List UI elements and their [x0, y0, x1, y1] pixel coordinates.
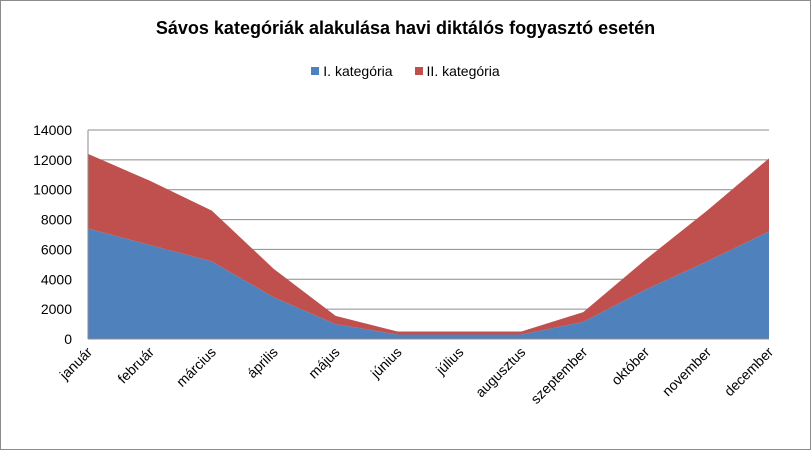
legend-item-series-2: II. kategória	[414, 63, 500, 79]
y-tick-label: 12000	[33, 152, 72, 168]
legend-swatch-series-1	[311, 67, 320, 75]
y-tick-label: 14000	[33, 122, 72, 138]
x-tick-label: augusztus	[472, 344, 528, 400]
x-tick-label: május	[305, 344, 343, 382]
y-tick-label: 0	[64, 331, 72, 347]
y-tick-label: 4000	[41, 271, 72, 287]
area-series-2	[88, 153, 769, 335]
legend-label-series-2: II. kategória	[426, 63, 500, 79]
x-tick-label: július	[432, 344, 467, 379]
legend-label-series-1: I. kategória	[323, 63, 393, 79]
x-tick-label: január	[56, 344, 96, 384]
x-tick-label: március	[173, 344, 219, 390]
x-tick-label: november	[659, 344, 715, 400]
y-tick-label: 8000	[41, 212, 72, 228]
area-series-1	[88, 228, 769, 339]
x-tick-label: október	[608, 344, 653, 389]
x-tick-label: február	[114, 344, 157, 387]
legend-item-series-1: I. kategória	[311, 63, 393, 79]
x-tick-label: április	[244, 344, 281, 381]
x-tick-label: december	[721, 344, 777, 400]
chart-legend: I. kategória II. kategória	[0, 63, 811, 79]
x-tick-label: szeptember	[527, 344, 590, 407]
legend-swatch-series-2	[414, 67, 423, 75]
y-tick-label: 2000	[41, 301, 72, 317]
x-tick-label: június	[367, 344, 405, 382]
y-tick-label: 10000	[33, 182, 72, 198]
y-tick-label: 6000	[41, 241, 72, 257]
chart-title: Sávos kategóriák alakulása havi diktálós…	[155, 18, 656, 38]
